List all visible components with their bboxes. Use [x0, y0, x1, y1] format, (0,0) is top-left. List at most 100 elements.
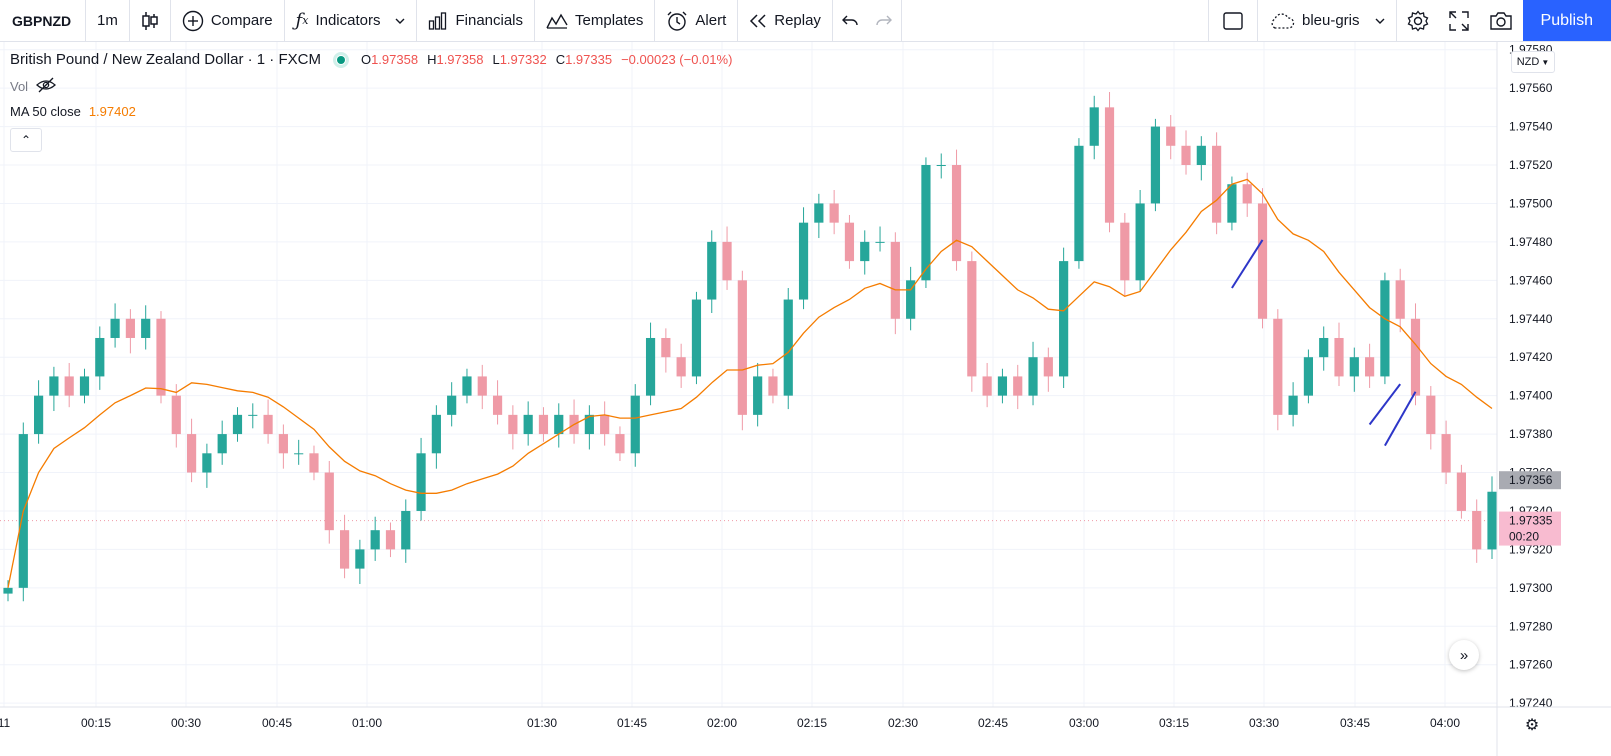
candle-body	[1242, 184, 1252, 204]
low-key: L	[492, 52, 500, 67]
redo-button[interactable]	[867, 0, 902, 41]
candle-body	[1104, 107, 1115, 223]
x-tick-label: 02:45	[978, 716, 1008, 730]
candle-body	[1227, 184, 1237, 223]
x-tick-label: 04:00	[1430, 716, 1460, 730]
x-tick-label: 02:00	[707, 716, 737, 730]
candle-body	[584, 414, 594, 435]
candle-body	[339, 530, 350, 569]
y-tick-label: 1.97300	[1509, 581, 1553, 595]
market-status-dot	[332, 51, 349, 68]
candle-body	[600, 414, 610, 435]
toolbar-spacer	[902, 0, 1208, 41]
chevron-down-icon[interactable]	[395, 18, 405, 24]
symbol-search-button[interactable]: GBPNZD	[0, 0, 86, 41]
y-tick-label: 1.97520	[1509, 158, 1553, 172]
instrument-title[interactable]: British Pound / New Zealand Dollar · 1 ·…	[10, 51, 321, 68]
candle-body	[1028, 357, 1038, 396]
crosshair-price-badge	[1499, 471, 1561, 490]
undo-button[interactable]	[831, 0, 867, 41]
financials-label: Financials	[455, 12, 524, 29]
candle-body	[1456, 472, 1466, 511]
candle-body	[171, 395, 181, 435]
candle-body	[1441, 434, 1451, 473]
templates-button[interactable]: Templates	[535, 0, 656, 41]
candle-body	[477, 376, 487, 396]
last-price-text: 1.97335	[1509, 514, 1553, 528]
publish-button[interactable]: Publish	[1522, 0, 1611, 41]
volume-label[interactable]: Vol	[10, 79, 29, 94]
templates-icon	[546, 13, 568, 29]
candle-body	[707, 241, 717, 300]
rewind-icon	[749, 13, 767, 28]
compare-button[interactable]: Compare	[171, 0, 285, 41]
candle-body	[385, 530, 396, 550]
collapse-legend-button[interactable]: ⌃	[10, 128, 42, 152]
change-value: −0.00023 (−0.01%)	[621, 52, 733, 67]
publish-label: Publish	[1540, 11, 1593, 29]
candle-body	[814, 203, 824, 223]
candle-body	[523, 414, 533, 435]
ma-value: 1.97402	[88, 104, 136, 119]
volume-legend: Vol	[10, 77, 57, 96]
financials-button[interactable]: Financials	[417, 0, 536, 41]
fullscreen-button[interactable]	[1439, 0, 1479, 41]
y-tick-label: 1.97560	[1509, 81, 1553, 95]
templates-label: Templates	[575, 12, 644, 29]
candle-body	[186, 434, 197, 473]
candle-body	[982, 376, 992, 396]
last-price-badge	[1499, 511, 1561, 546]
eye-hidden-icon[interactable]	[36, 77, 57, 96]
chart-type-button[interactable]	[130, 0, 171, 41]
candle-body	[79, 376, 90, 396]
layout-name-button[interactable]: bleu-gris	[1258, 0, 1397, 41]
replay-label: Replay	[774, 12, 821, 29]
settings-button[interactable]	[1397, 0, 1439, 41]
x-tick-label: 02:30	[888, 716, 918, 730]
x-tick-label: 01:00	[352, 716, 382, 730]
candle-body	[1150, 126, 1161, 204]
undo-icon	[841, 14, 859, 28]
trend-line	[1368, 383, 1402, 426]
countdown-text: 00:20	[1509, 530, 1539, 544]
chevron-down-icon	[1375, 18, 1385, 24]
low-value: 1.97332	[499, 52, 547, 67]
trend-line-drawings[interactable]	[1231, 239, 1417, 447]
x-tick-label: 03:00	[1069, 716, 1099, 730]
trend-line	[1231, 239, 1264, 289]
y-tick-label: 1.97460	[1509, 273, 1553, 287]
replay-button[interactable]: Replay	[738, 0, 832, 41]
x-tick-label: 03:30	[1249, 716, 1279, 730]
interval-button[interactable]: 1m	[86, 0, 130, 41]
price-chart[interactable]: 1.975801.975601.975401.975201.975001.974…	[0, 42, 1611, 756]
alert-button[interactable]: Alert	[655, 0, 739, 41]
select-layout-button[interactable]	[1207, 0, 1258, 41]
x-tick-label: 03:45	[1340, 716, 1370, 730]
bar-chart-icon	[428, 11, 448, 30]
open-key: O	[360, 52, 372, 67]
candle-body	[768, 376, 778, 396]
candle-body	[1410, 318, 1421, 396]
candle-body	[141, 318, 151, 338]
candle-body	[906, 280, 916, 319]
ma-label[interactable]: MA 50 close	[10, 104, 81, 119]
scroll-to-realtime-button[interactable]: »	[1449, 640, 1479, 670]
candle-body	[936, 165, 946, 167]
snapshot-button[interactable]	[1479, 0, 1523, 41]
candle-body	[1303, 357, 1314, 396]
candle-body	[860, 241, 870, 262]
candle-body	[1181, 145, 1191, 166]
candle-body	[1349, 357, 1359, 377]
candle-body	[783, 299, 793, 396]
candle-body	[1257, 203, 1268, 319]
candle-body	[997, 376, 1008, 396]
candle-body	[401, 510, 411, 550]
candle-body	[1487, 491, 1497, 550]
currency-selector[interactable]: NZD ▼	[1511, 51, 1555, 73]
y-tick-label: 1.97320	[1509, 542, 1553, 556]
candle-body	[1043, 357, 1053, 377]
x-tick-label: 00:45	[262, 716, 292, 730]
candle-body	[921, 165, 931, 281]
